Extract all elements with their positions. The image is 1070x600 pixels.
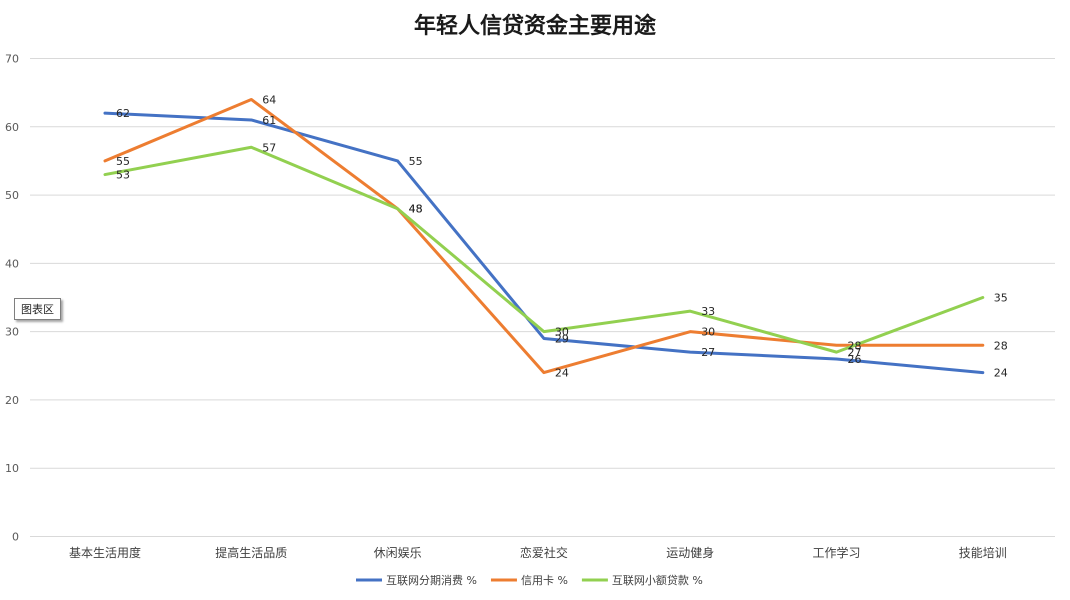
chart-title: 年轻人信贷资金主要用途: [414, 13, 657, 39]
data-label: 62: [116, 107, 130, 120]
series-lines: [103, 97, 985, 375]
series-line-0: [103, 111, 985, 375]
y-axis-ticks: 0 10 20 30 40 50 60 70: [5, 53, 19, 544]
data-label: 53: [116, 169, 130, 182]
y-tick-label: 30: [5, 326, 19, 339]
x-category-label: 基本生活用度: [69, 545, 141, 560]
series-line-1: [103, 97, 985, 375]
data-label: 35: [994, 292, 1008, 305]
data-label: 24: [994, 367, 1008, 380]
data-label: 48: [409, 203, 423, 216]
x-category-label: 工作学习: [812, 545, 860, 560]
legend-label: 互联网小额贷款 %: [612, 573, 703, 587]
data-label: 30: [555, 326, 569, 339]
legend-label: 信用卡 %: [521, 574, 568, 587]
data-label: 61: [262, 114, 276, 127]
data-label: 28: [994, 339, 1008, 352]
chart-area-tooltip: 图表区: [14, 298, 61, 320]
y-tick-label: 70: [5, 53, 19, 66]
y-tick-label: 10: [5, 462, 19, 475]
data-label: 24: [555, 367, 569, 380]
legend-label: 互联网分期消费 %: [386, 573, 477, 587]
gridlines: [30, 58, 1055, 537]
y-tick-label: 60: [5, 121, 19, 134]
x-category-label: 休闲娱乐: [374, 546, 422, 560]
y-tick-label: 50: [5, 189, 19, 202]
x-axis-categories: 基本生活用度 提高生活品质 休闲娱乐 恋爱社交 运动健身 工作学习 技能培训: [69, 545, 1007, 560]
data-label: 29: [555, 332, 569, 345]
y-tick-label: 40: [5, 257, 19, 270]
data-label: 30: [701, 326, 715, 339]
data-label: 64: [262, 93, 276, 106]
data-label: 57: [262, 141, 276, 154]
x-category-label: 技能培训: [959, 545, 1007, 560]
data-label: 55: [116, 155, 130, 168]
x-category-label: 恋爱社交: [520, 545, 568, 560]
data-label: 27: [701, 346, 715, 359]
x-category-label: 提高生活品质: [215, 545, 287, 560]
data-label: 26: [848, 353, 862, 366]
legend: 互联网分期消费 % 信用卡 % 互联网小额贷款 %: [356, 573, 703, 587]
y-tick-label: 20: [5, 394, 19, 407]
data-label: 33: [701, 305, 715, 318]
data-label: 55: [409, 155, 423, 168]
x-category-label: 运动健身: [666, 545, 714, 560]
data-label: 27: [848, 346, 862, 359]
series-line-2: [103, 145, 985, 354]
y-tick-label: 0: [12, 531, 19, 544]
data-label: 28: [848, 339, 862, 352]
data-label: 48: [409, 203, 423, 216]
